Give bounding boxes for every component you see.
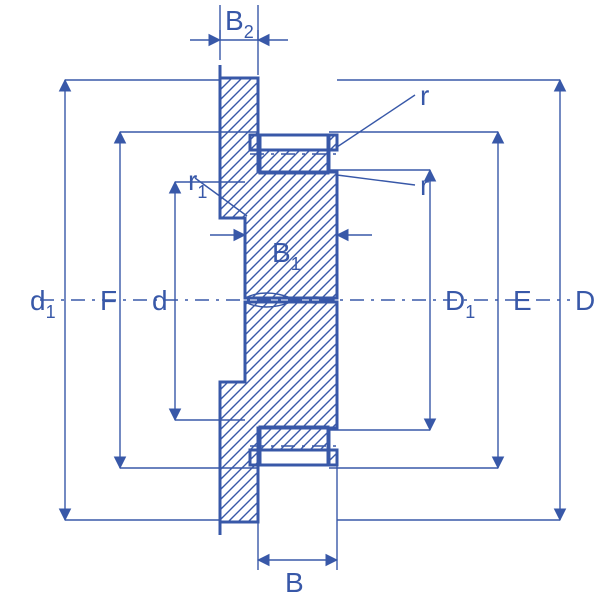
svg-text:B2: B2	[225, 5, 254, 42]
svg-text:r: r	[420, 80, 429, 111]
inner-ring-bot	[220, 302, 337, 535]
svg-text:r: r	[420, 170, 429, 201]
svg-text:B: B	[285, 567, 304, 598]
svg-text:F: F	[100, 285, 117, 316]
svg-text:d: d	[152, 285, 168, 316]
svg-text:E: E	[513, 285, 532, 316]
svg-text:r1: r1	[188, 165, 207, 202]
svg-text:D: D	[575, 285, 595, 316]
bearing-diagram: BB2B1dFd1D1EDrrr1	[0, 0, 600, 600]
svg-text:d1: d1	[30, 285, 56, 322]
svg-text:D1: D1	[445, 285, 475, 322]
